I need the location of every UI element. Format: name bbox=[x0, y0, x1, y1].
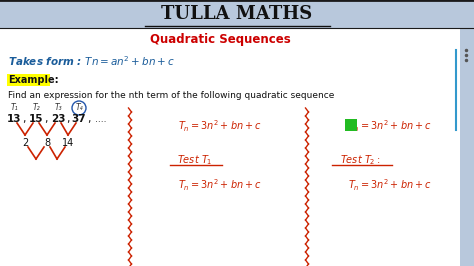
FancyBboxPatch shape bbox=[0, 0, 474, 28]
Text: $T_n = 3n^2 + bn + c$: $T_n = 3n^2 + bn + c$ bbox=[348, 177, 432, 193]
Text: $T_n = 3n^2 + bn + c$: $T_n = 3n^2 + bn + c$ bbox=[178, 177, 262, 193]
Text: 8: 8 bbox=[44, 138, 50, 148]
Text: T₂: T₂ bbox=[32, 103, 40, 113]
Text: ,: , bbox=[66, 114, 70, 124]
Text: ....: .... bbox=[95, 114, 107, 123]
Text: ,: , bbox=[44, 114, 48, 124]
FancyBboxPatch shape bbox=[7, 74, 50, 86]
Text: 23: 23 bbox=[51, 114, 65, 124]
Text: 14: 14 bbox=[62, 138, 74, 148]
Text: Example:: Example: bbox=[8, 75, 59, 85]
Text: $Test\ T_1$: $Test\ T_1$ bbox=[177, 153, 213, 167]
Text: $T_n = 3n^2 + bn + c$: $T_n = 3n^2 + bn + c$ bbox=[178, 118, 262, 134]
Text: $Test\ T_2:$: $Test\ T_2:$ bbox=[340, 153, 380, 167]
Text: ,: , bbox=[87, 114, 91, 124]
Text: Find an expression for the nth term of the following quadratic sequence: Find an expression for the nth term of t… bbox=[8, 92, 334, 101]
FancyBboxPatch shape bbox=[346, 118, 357, 131]
Text: 37: 37 bbox=[72, 114, 86, 124]
Text: 13: 13 bbox=[7, 114, 21, 124]
Text: 2: 2 bbox=[22, 138, 28, 148]
Text: TULLA MATHS: TULLA MATHS bbox=[161, 5, 313, 23]
FancyBboxPatch shape bbox=[460, 28, 474, 266]
FancyBboxPatch shape bbox=[0, 28, 460, 266]
Text: Quadratic Sequences: Quadratic Sequences bbox=[150, 34, 291, 47]
Text: 15: 15 bbox=[29, 114, 43, 124]
Text: T₃: T₃ bbox=[54, 103, 62, 113]
Text: T₄: T₄ bbox=[75, 103, 83, 113]
Text: $T_n = 3n^2 + bn + c$: $T_n = 3n^2 + bn + c$ bbox=[348, 118, 432, 134]
Text: ,: , bbox=[22, 114, 26, 124]
Text: Takes form : $Tn = an^2 + bn + c$: Takes form : $Tn = an^2 + bn + c$ bbox=[8, 54, 175, 68]
Text: T₁: T₁ bbox=[10, 103, 18, 113]
